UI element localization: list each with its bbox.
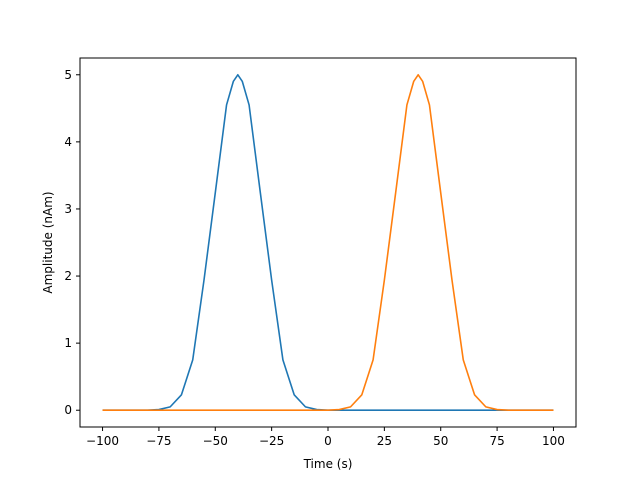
x-tick-label: 50 <box>433 434 448 448</box>
y-tick-label: 5 <box>64 68 72 82</box>
y-tick-label: 4 <box>64 135 72 149</box>
series-layer <box>102 73 554 412</box>
x-axis-label: Time (s) <box>303 457 353 471</box>
series-line-2 <box>102 73 554 412</box>
y-tick-label: 1 <box>64 336 72 350</box>
x-tick-label: 0 <box>324 434 332 448</box>
y-axis-label: Amplitude (nAm) <box>41 191 55 293</box>
x-tick-label: 100 <box>542 434 565 448</box>
y-axis-ticks: 0 1 2 3 4 5 <box>64 68 80 417</box>
x-axis-ticks: −100 −75 −50 −25 0 25 50 75 100 <box>86 427 565 448</box>
y-tick-label: 0 <box>64 403 72 417</box>
x-tick-label: −50 <box>203 434 228 448</box>
x-tick-label: −25 <box>259 434 284 448</box>
y-tick-label: 3 <box>64 202 72 216</box>
x-tick-label: −100 <box>86 434 119 448</box>
x-tick-label: 25 <box>377 434 392 448</box>
x-tick-label: −75 <box>146 434 171 448</box>
y-tick-label: 2 <box>64 269 72 283</box>
x-tick-label: 75 <box>489 434 504 448</box>
